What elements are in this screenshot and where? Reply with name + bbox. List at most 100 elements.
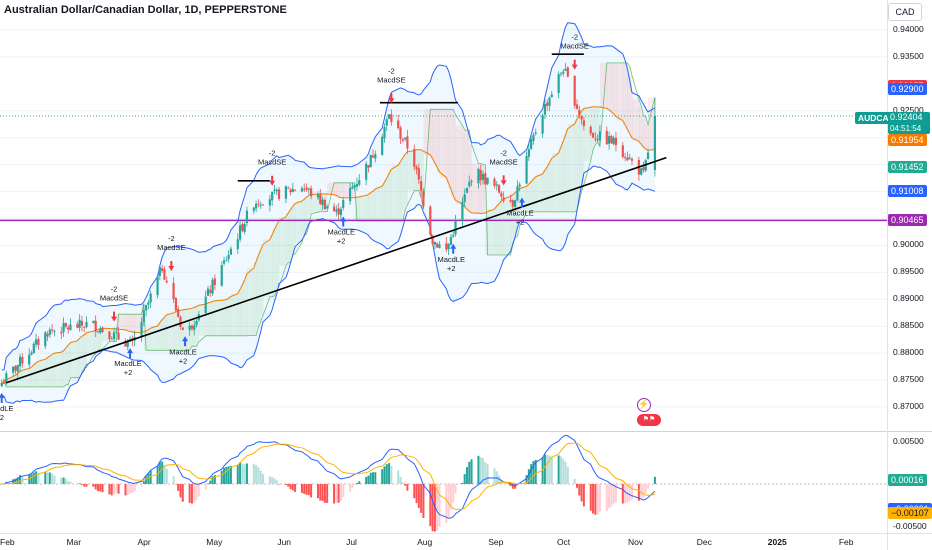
signal-label: MacdLE	[506, 208, 534, 217]
macd-histogram-bar	[158, 461, 161, 484]
candle-body	[371, 155, 375, 158]
macd-histogram-bar	[397, 470, 400, 484]
candle-body	[486, 177, 489, 184]
candle-body	[452, 235, 455, 237]
candle-body	[78, 319, 81, 328]
candle-body	[284, 186, 288, 199]
candles[interactable]	[0, 62, 657, 387]
macd-histogram-bar	[404, 484, 407, 486]
price-tick-label: 0.87500	[893, 374, 924, 385]
long-entry-arrow	[0, 392, 5, 403]
candle-body	[605, 130, 608, 145]
macd-histogram-bar	[575, 484, 578, 488]
long-entry-arrow	[518, 197, 525, 208]
candle-body	[614, 137, 618, 146]
macd-histogram-bar	[631, 484, 633, 500]
signal-label: -2	[500, 148, 507, 157]
candle-body	[291, 188, 294, 193]
macd-histogram-bar	[461, 482, 464, 484]
macd-histogram-bar	[399, 476, 402, 484]
candle-body	[509, 200, 512, 202]
macd-histogram-bar	[147, 473, 150, 484]
candle-body	[321, 199, 324, 206]
macd-histogram-bar	[108, 484, 111, 495]
macd-histogram-bar	[51, 473, 54, 484]
time-tick-label: Nov	[628, 537, 644, 547]
price-tick-label: 0.93500	[893, 50, 924, 61]
macd-histogram-bar	[117, 484, 120, 494]
macd-histogram-bar	[213, 475, 216, 484]
macd-histogram-bar	[255, 465, 258, 484]
candle-body	[124, 340, 127, 347]
candle-body	[463, 194, 466, 203]
channel-cloud	[1, 62, 656, 387]
macd-histogram-bar	[227, 466, 230, 484]
macd-histogram-bar	[445, 484, 448, 523]
trendline[interactable]	[6, 156, 667, 384]
macd-histogram-bar	[46, 472, 49, 484]
macd-histogram-bar	[624, 484, 627, 504]
macd-histogram-bar	[197, 484, 200, 497]
macd-histogram-bar	[268, 476, 271, 484]
macd-histogram-bar	[413, 484, 416, 499]
candle-body	[255, 203, 258, 209]
macd-histogram-bar	[621, 484, 624, 504]
macd-histogram-bar	[209, 480, 212, 484]
macd-histogram-bar	[239, 462, 242, 484]
macd-histogram-bar	[303, 484, 306, 494]
macd-histogram-bar	[351, 484, 354, 488]
lightning-icon[interactable]: ⚡	[637, 398, 651, 412]
candle-body	[222, 260, 226, 264]
candle-body	[53, 331, 56, 332]
macd-histogram-bar	[64, 478, 67, 484]
candle-body	[305, 187, 308, 190]
macd-histogram-bar	[653, 476, 656, 484]
candle-body	[413, 149, 416, 167]
macd-histogram-bar	[110, 484, 113, 496]
candle-body	[101, 327, 104, 332]
candle-body	[454, 220, 457, 235]
candle-body	[0, 382, 3, 387]
macd-histogram-bar	[225, 466, 228, 484]
candle-body	[502, 197, 505, 201]
candle-body	[449, 236, 453, 245]
candle-body	[335, 209, 338, 212]
macd-histogram-bar	[534, 459, 537, 484]
candle-body	[193, 325, 196, 330]
macd-histogram-bar	[145, 476, 148, 484]
macd-histogram-bar	[53, 475, 56, 484]
candle-body	[406, 136, 409, 149]
signal-label: MacdSE	[561, 42, 589, 51]
macd-histogram-bar	[559, 456, 562, 484]
macd-histogram-bar	[44, 471, 47, 484]
grid	[0, 29, 887, 408]
candle-body	[566, 67, 569, 77]
candle-body	[610, 135, 613, 144]
macd-histogram-bar	[514, 484, 517, 489]
time-tick-label: May	[206, 537, 223, 547]
candle-body	[229, 248, 233, 255]
candle-body	[2, 383, 6, 384]
candle-body	[525, 156, 528, 184]
candle-body	[69, 324, 72, 331]
macd-histogram-bar	[438, 484, 441, 527]
candle-body	[177, 308, 180, 317]
time-tick-label: Feb	[838, 537, 854, 547]
macd-histogram-bar	[323, 484, 326, 503]
candle-body	[158, 267, 161, 276]
macd-histogram-bar	[365, 476, 368, 484]
candle-body	[206, 288, 210, 296]
signal-label: -2	[388, 66, 395, 75]
candle-body	[293, 190, 297, 192]
currency-button[interactable]: CAD	[888, 3, 922, 21]
macd-histogram-bar	[204, 484, 207, 490]
candle-body	[598, 131, 602, 141]
macd-pane[interactable]	[0, 434, 887, 532]
macd-histogram-bar	[355, 483, 358, 484]
candle-body	[147, 302, 150, 305]
candle-body	[326, 206, 329, 209]
candle-body	[438, 244, 441, 249]
flag-icon[interactable]: ⚑⚑	[637, 414, 661, 426]
candle-body	[245, 210, 249, 224]
